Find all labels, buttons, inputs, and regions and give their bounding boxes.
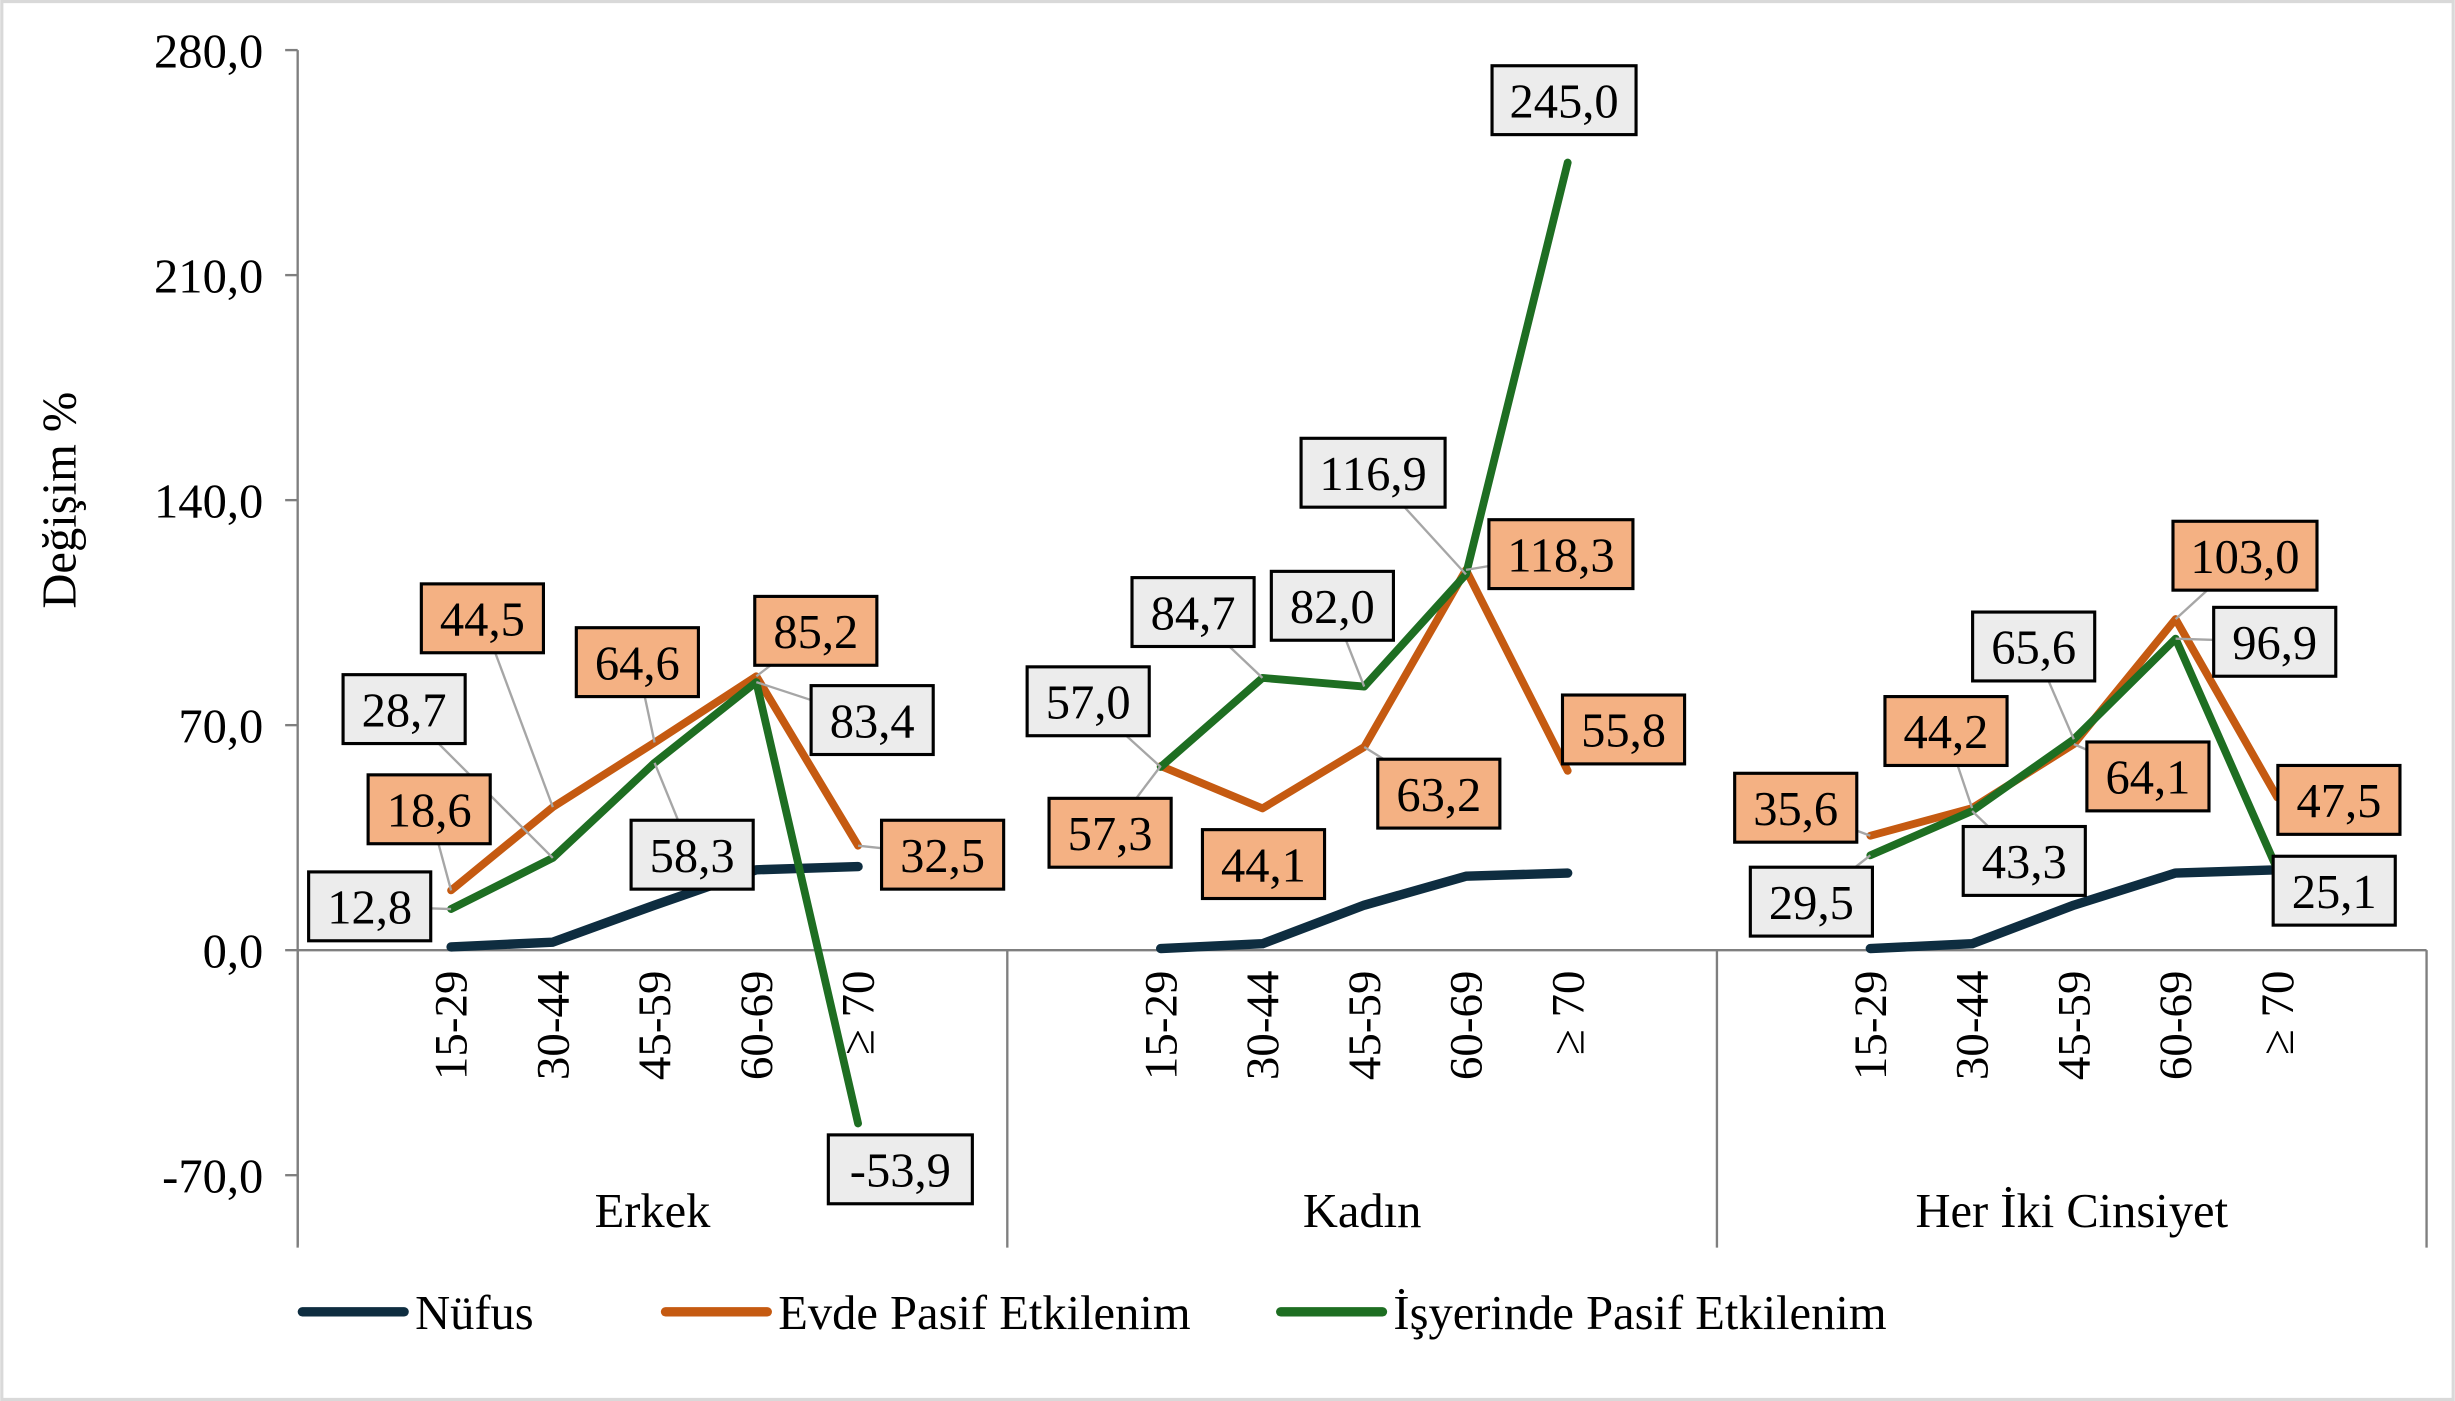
group-label: Kadın xyxy=(1303,1185,1422,1238)
data-label: 65,6 xyxy=(1991,622,2076,675)
data-label-box xyxy=(341,673,467,746)
y-tick-label: 280,0 xyxy=(154,25,263,78)
data-label: 18,6 xyxy=(387,785,472,838)
data-label: 64,1 xyxy=(2105,752,2190,805)
data-label: 118,3 xyxy=(1507,529,1614,582)
x-tick-label: 15-29 xyxy=(1135,971,1187,1081)
data-label: 64,6 xyxy=(595,637,680,690)
data-label-box xyxy=(809,684,935,757)
data-label: 116,9 xyxy=(1319,448,1426,501)
group-label: Erkek xyxy=(595,1185,712,1238)
data-label: 57,3 xyxy=(1068,808,1153,861)
data-label: 32,5 xyxy=(900,830,985,883)
data-label: 25,1 xyxy=(2292,866,2377,919)
legend-label-nufus: Nüfus xyxy=(415,1287,534,1340)
data-label: 44,2 xyxy=(1904,706,1989,759)
data-label-box xyxy=(1961,824,2087,897)
data-label: 28,7 xyxy=(362,684,447,737)
data-label-box xyxy=(826,1133,974,1206)
data-label-box xyxy=(1748,865,1874,938)
data-label-box xyxy=(753,594,879,667)
data-label-box xyxy=(2171,519,2319,592)
x-tick-label: 45-59 xyxy=(1339,971,1391,1081)
data-label-box xyxy=(1025,665,1151,738)
data-label-box xyxy=(1560,693,1687,766)
data-label: 57,0 xyxy=(1046,677,1131,730)
data-label-box xyxy=(2271,854,2397,927)
data-label: 44,5 xyxy=(440,594,525,647)
y-tick-label: 140,0 xyxy=(154,475,263,528)
y-tick-label: 70,0 xyxy=(178,700,263,753)
x-tick-label: 15-29 xyxy=(426,971,478,1081)
data-label-box xyxy=(2085,740,2211,813)
data-label-box xyxy=(366,773,492,846)
data-label: 58,3 xyxy=(650,830,735,883)
data-label-box xyxy=(1130,576,1256,649)
x-tick-label: 30-44 xyxy=(1947,971,1999,1081)
data-label-box xyxy=(1883,695,2009,768)
legend-label-evde: Evde Pasif Etkilenim xyxy=(778,1287,1190,1340)
data-label: 63,2 xyxy=(1396,769,1481,822)
data-label-box xyxy=(1971,610,2097,683)
data-label: 44,1 xyxy=(1221,839,1306,892)
data-label-box xyxy=(1200,828,1327,901)
data-label-box xyxy=(2276,763,2402,836)
x-tick-label: 60-69 xyxy=(1441,971,1493,1081)
data-label-box xyxy=(307,870,433,943)
data-label: 29,5 xyxy=(1769,877,1854,930)
x-tick-label: 15-29 xyxy=(1845,971,1897,1081)
data-label-box xyxy=(879,818,1006,891)
data-label-box xyxy=(419,582,546,655)
data-label-box xyxy=(1047,796,1173,869)
data-label-box xyxy=(1733,771,1859,844)
data-label: 84,7 xyxy=(1151,587,1236,640)
data-label-box xyxy=(1376,757,1502,830)
data-label: 47,5 xyxy=(2296,775,2381,828)
data-label: 85,2 xyxy=(773,606,858,659)
x-tick-label: ≥ 70 xyxy=(1542,971,1594,1055)
data-label: 35,6 xyxy=(1753,783,1838,836)
x-tick-label: 30-44 xyxy=(1237,971,1289,1081)
x-tick-label: 60-69 xyxy=(731,971,783,1081)
data-label: 12,8 xyxy=(327,882,412,935)
y-tick-label: 0,0 xyxy=(203,925,264,978)
data-label: 96,9 xyxy=(2232,617,2317,670)
x-tick-label: 30-44 xyxy=(527,971,579,1081)
data-label: 55,8 xyxy=(1581,705,1666,758)
data-label: 43,3 xyxy=(1982,836,2067,889)
data-label-box xyxy=(629,818,755,891)
y-tick-label: -70,0 xyxy=(162,1150,263,1203)
data-label-box xyxy=(1269,569,1395,642)
data-label: 245,0 xyxy=(1509,75,1618,128)
x-tick-label: 60-69 xyxy=(2150,971,2202,1081)
y-axis-title: Değişim % xyxy=(33,392,86,609)
x-tick-label: 45-59 xyxy=(629,971,681,1081)
data-label: 103,0 xyxy=(2190,531,2299,584)
data-label: 83,4 xyxy=(830,695,915,748)
data-label-box xyxy=(1299,436,1447,509)
data-label: -53,9 xyxy=(850,1145,951,1198)
x-tick-label: 45-59 xyxy=(2048,971,2100,1081)
group-label: Her İki Cinsiyet xyxy=(1915,1185,2228,1238)
data-label: 82,0 xyxy=(1290,581,1375,634)
data-label-box xyxy=(1490,64,1638,137)
data-label-box xyxy=(1487,518,1635,591)
data-label-box xyxy=(574,626,700,699)
x-tick-label: ≥ 70 xyxy=(2252,971,2304,1055)
data-label-box xyxy=(2212,605,2338,678)
y-tick-label: 210,0 xyxy=(154,250,263,303)
legend-label-isyeri: İşyerinde Pasif Etkilenim xyxy=(1393,1287,1886,1340)
